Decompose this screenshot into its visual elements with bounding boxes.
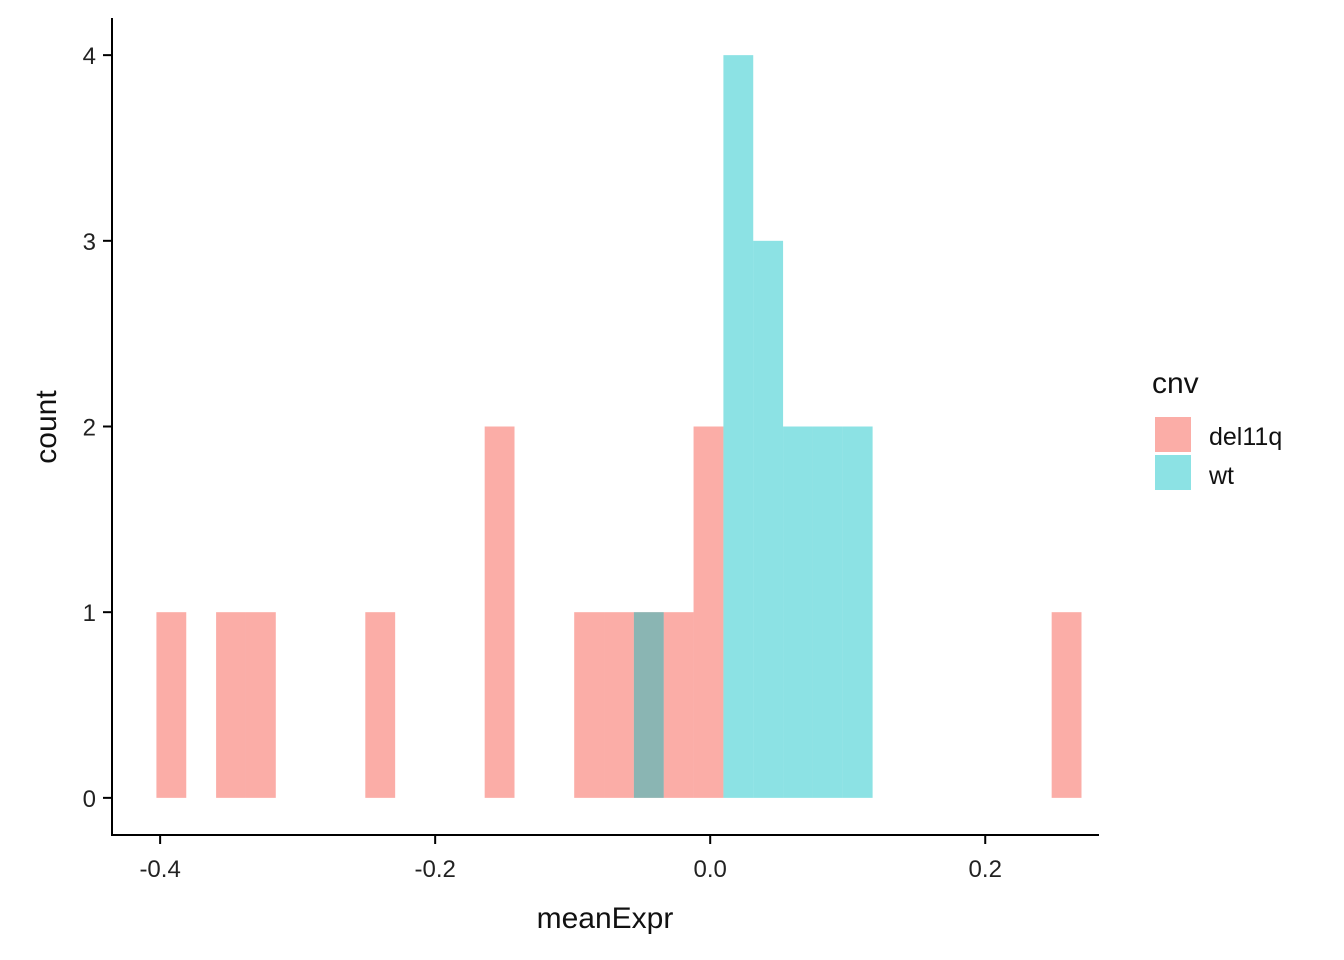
bar-wt-22 xyxy=(812,426,843,798)
bar-wt-21 xyxy=(783,426,813,798)
x-tick-label: 0.2 xyxy=(969,856,1002,883)
y-tick-label: 1 xyxy=(83,600,96,627)
x-tick-label: -0.4 xyxy=(139,856,180,883)
legend-key-wt xyxy=(1155,455,1191,490)
bar-del11q-18 xyxy=(693,426,724,798)
bar-wt-20 xyxy=(753,240,784,798)
bar-del11q-14 xyxy=(574,612,605,798)
legend-label-del11q: del11q xyxy=(1209,423,1282,451)
bar-wt-16 xyxy=(633,612,664,798)
bar-del11q-2 xyxy=(216,612,246,798)
x-ticks: -0.4 -0.2 0.0 0.2 xyxy=(139,835,1002,883)
x-axis-title: meanExpr xyxy=(537,902,674,935)
bars-del11q xyxy=(156,426,1082,798)
bar-del11q-17 xyxy=(663,612,694,798)
bar-del11q-15 xyxy=(604,612,634,798)
y-tick-label: 4 xyxy=(83,43,96,70)
y-tick-label: 0 xyxy=(83,786,96,813)
y-tick-label: 3 xyxy=(83,229,96,256)
bar-del11q-7 xyxy=(365,612,396,798)
legend-title: cnv xyxy=(1152,367,1199,400)
bar-del11q-16 xyxy=(633,612,664,798)
bar-del11q-0 xyxy=(156,612,187,798)
legend-label-wt: wt xyxy=(1208,462,1234,490)
legend: cnv del11q wt xyxy=(1152,367,1282,490)
bar-wt-23 xyxy=(842,426,873,798)
y-axis-title: count xyxy=(30,390,63,464)
bar-del11q-3 xyxy=(245,612,276,798)
legend-key-del11q xyxy=(1155,417,1191,452)
x-tick-label: 0.0 xyxy=(694,856,727,883)
bar-wt-19 xyxy=(723,55,754,798)
x-tick-label: -0.2 xyxy=(414,856,455,883)
bar-del11q-11 xyxy=(484,426,515,798)
bars-wt xyxy=(633,55,873,798)
y-ticks: 0 1 2 3 4 xyxy=(83,43,112,813)
y-tick-label: 2 xyxy=(83,415,96,442)
bar-del11q-30 xyxy=(1051,612,1082,798)
